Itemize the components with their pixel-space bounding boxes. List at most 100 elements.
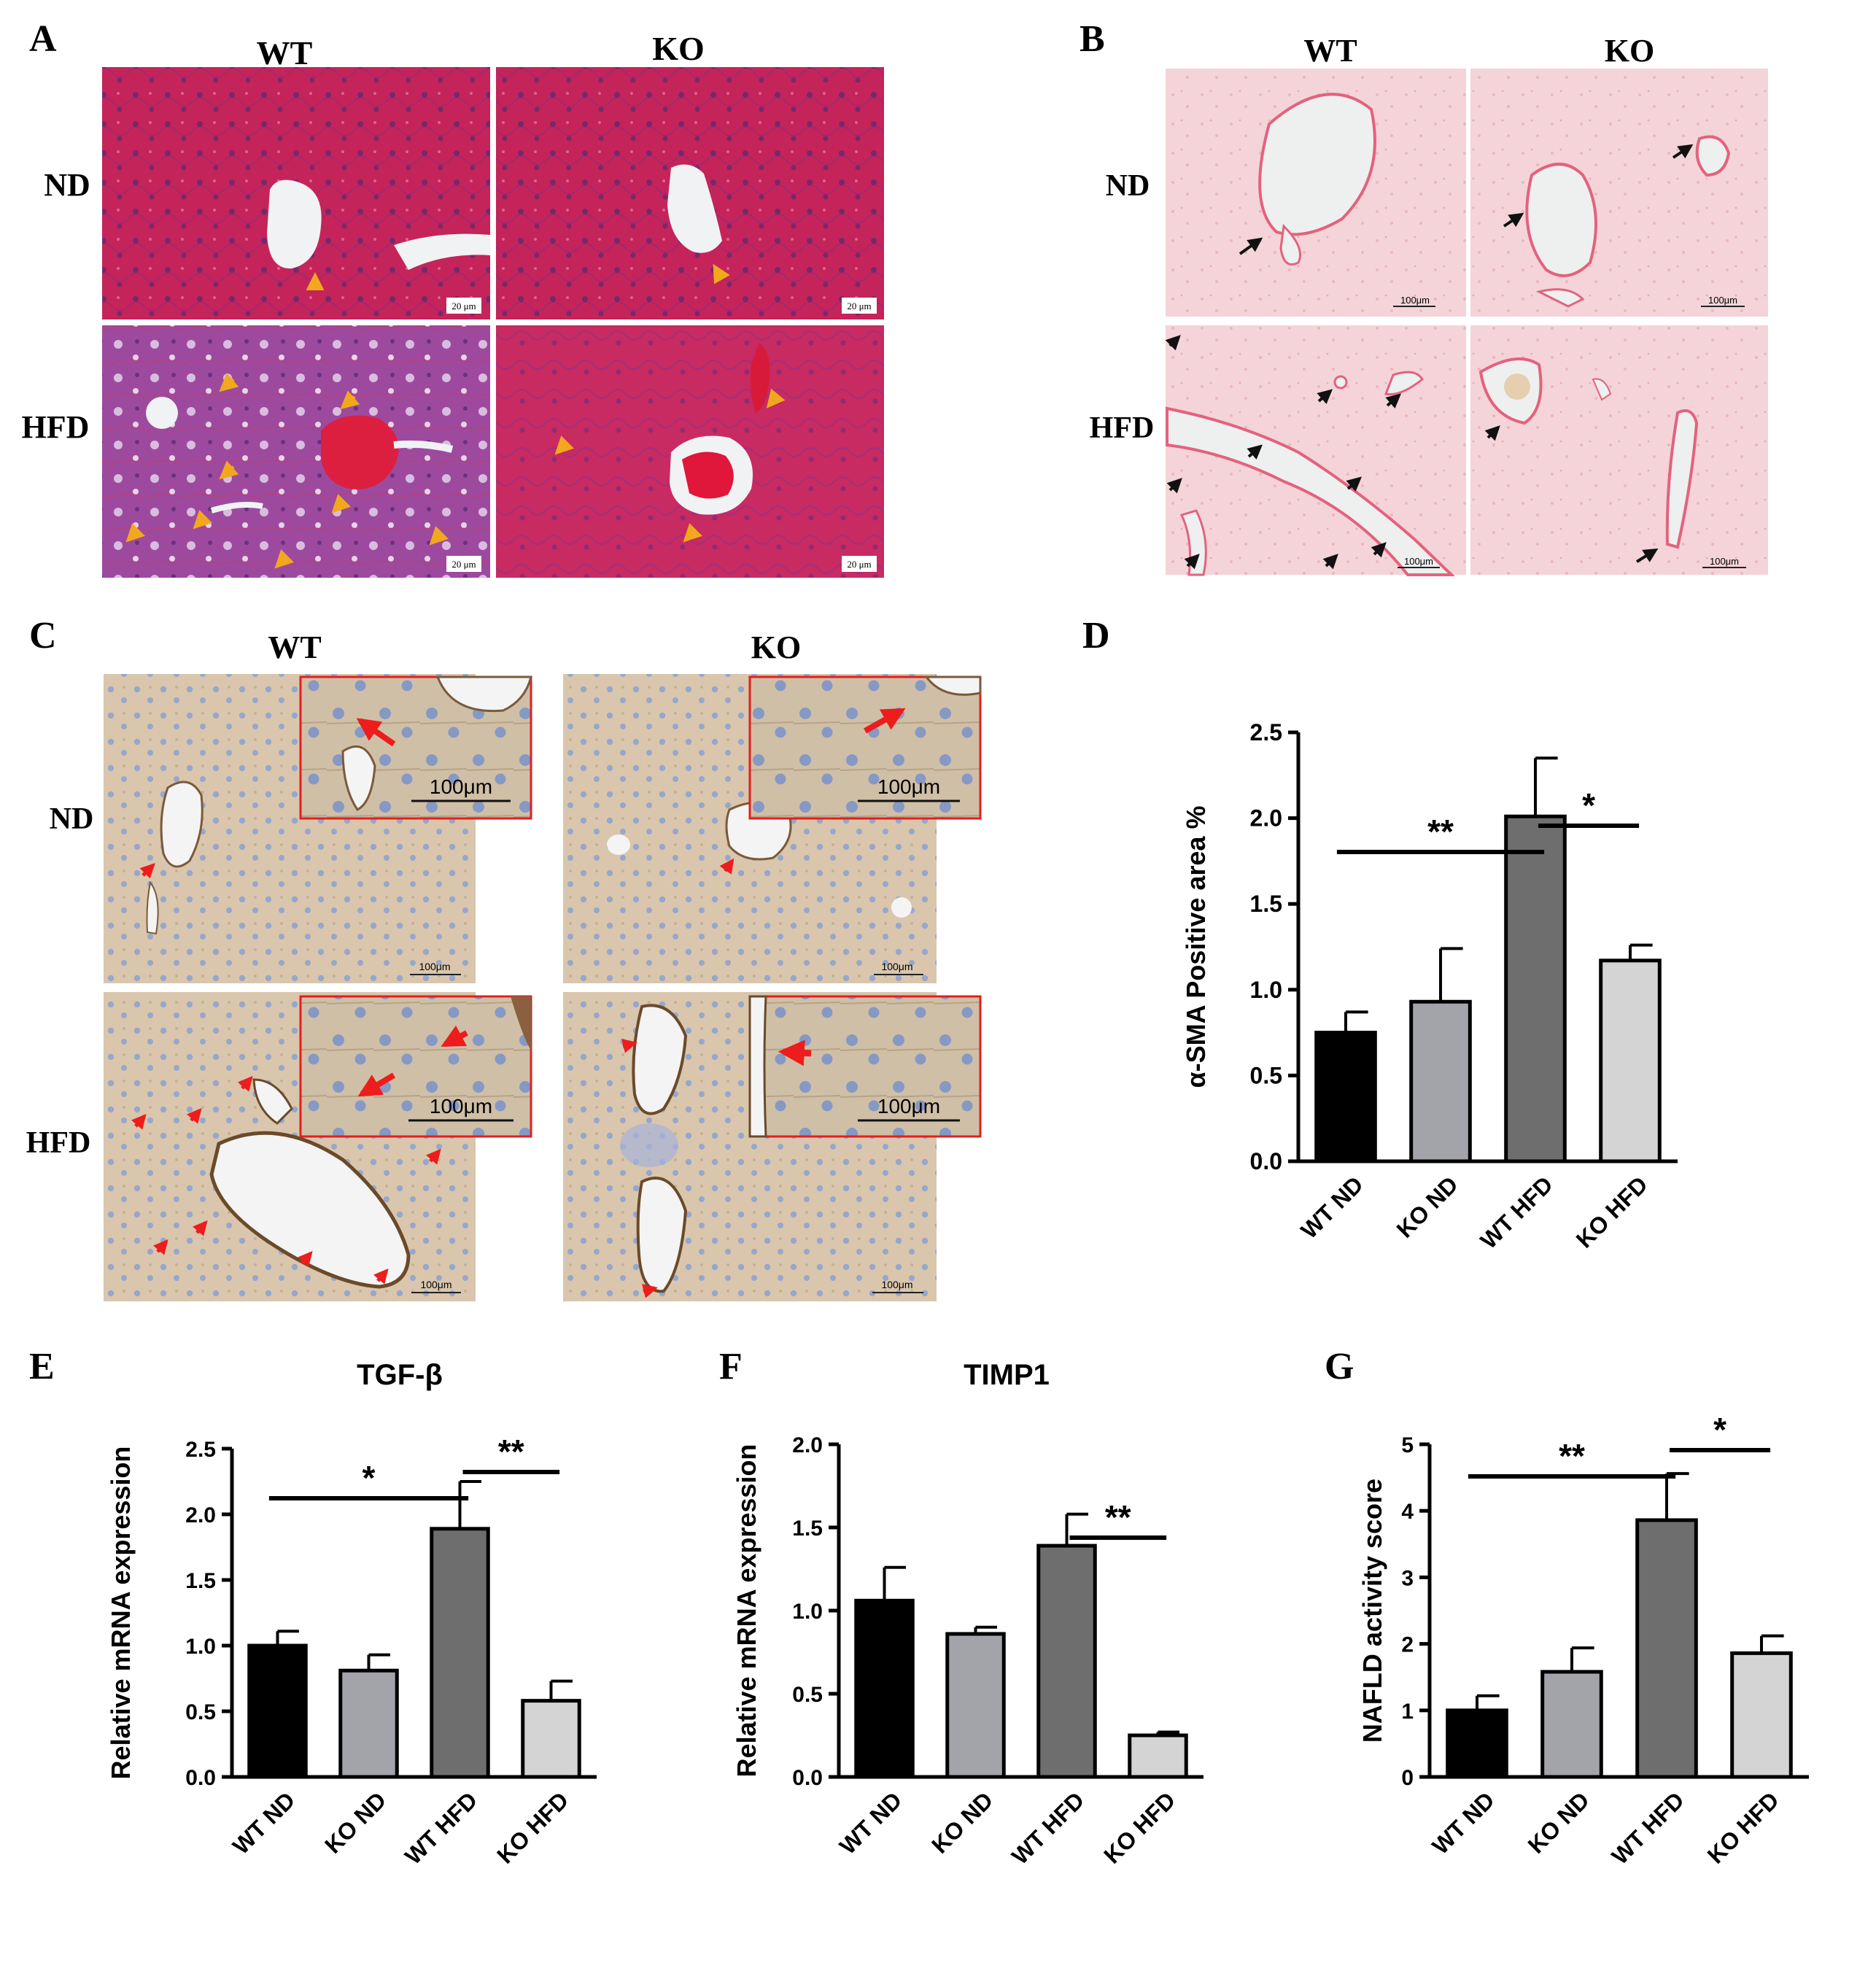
chart-e-sig-label: ** — [498, 1433, 524, 1471]
chart-d-category-label: WT ND — [1295, 1171, 1368, 1244]
panel-b-row-hfd: HFD — [1090, 411, 1155, 445]
panel-c-col-ko: KO — [751, 630, 801, 665]
chart-g-bar — [1635, 1518, 1698, 1779]
scale-label-a2: 20 μm — [847, 301, 871, 311]
scale-label-a4: 20 μm — [847, 559, 871, 570]
panel-b-row-nd: ND — [1106, 169, 1150, 203]
chart-f-title: TIMP1 — [964, 1359, 1050, 1391]
chart-d-category-label: WT HFD — [1476, 1171, 1558, 1253]
chart-e: E TGF-β Relative mRNA expression 0.0 0.5 1.0… — [29, 1346, 597, 1870]
chart-d-ytick-label: 0.0 — [1250, 1148, 1282, 1174]
micrograph-b-ko-nd: 100μm — [1470, 69, 1768, 317]
panel-c-col-wt: WT — [268, 630, 321, 665]
chart-e-category-label: WT ND — [228, 1786, 301, 1859]
panel-c-row-hfd: HFD — [26, 1126, 91, 1160]
chart-e-ytick-label: 0.0 — [185, 1766, 216, 1790]
chart-g-bar — [1540, 1670, 1603, 1779]
chart-e-category-label: KO ND — [319, 1786, 391, 1858]
scale-label-a3: 20 μm — [451, 559, 476, 570]
micrograph-c-wt-nd: 100μm 100μm — [104, 674, 532, 983]
chart-g-sig-label: ** — [1559, 1437, 1585, 1475]
chart-f-bar — [1036, 1543, 1097, 1779]
micrograph-c-ko-hfd: 100μm 100μm — [563, 992, 982, 1301]
chart-e-category-label: WT HFD — [400, 1786, 482, 1869]
chart-e-category-label: KO HFD — [492, 1786, 573, 1868]
chart-f-ytick-label: 1.5 — [792, 1517, 823, 1541]
chart-d: D α-SMA Positive area % 0.0 0.5 1.0 1.5 2.0 2.… — [1082, 615, 1678, 1254]
chart-e-ytick-label: 1.5 — [185, 1569, 216, 1593]
chart-e-ytick-label: 1.0 — [185, 1635, 216, 1659]
chart-g-category-label: WT ND — [1427, 1786, 1500, 1859]
scale-label-b3: 100μm — [1404, 556, 1433, 567]
chart-d-ytick-label: 2.0 — [1250, 805, 1282, 832]
chart-g-ytick-label: 4 — [1401, 1500, 1414, 1524]
chart-f-ytick-label: 2.0 — [792, 1433, 823, 1457]
chart-f-ytick-label: 0.5 — [792, 1683, 823, 1707]
chart-g: G NAFLD activity score 0 1 2 3 4 5 WT ND KO ND WT… — [1325, 1346, 1809, 1870]
scale-label-a1: 20 μm — [451, 301, 476, 311]
scale-label-c3: 100μm — [420, 1279, 451, 1290]
chart-g-bar — [1730, 1651, 1793, 1779]
chart-d-bar — [1504, 814, 1567, 1163]
chart-g-sig-label: * — [1713, 1411, 1726, 1449]
inset-scale-c4: 100μm — [877, 1095, 940, 1118]
chart-g-ytick-label: 1 — [1401, 1700, 1414, 1724]
micrograph-a-ko-hfd: 20 μm — [496, 325, 884, 578]
micrograph-a-wt-nd: 20 μm — [102, 67, 490, 319]
chart-g-category-label: WT HFD — [1607, 1786, 1689, 1869]
chart-e-ytick-label: 0.5 — [185, 1700, 216, 1724]
chart-g-ytick-label: 2 — [1401, 1633, 1414, 1657]
chart-f-bar — [854, 1598, 915, 1779]
chart-e-bar — [338, 1668, 399, 1779]
chart-g-ytick-label: 3 — [1401, 1566, 1414, 1590]
chart-e-bar — [430, 1527, 490, 1779]
chart-d-ytick-label: 2.5 — [1250, 719, 1282, 745]
chart-g-ylabel: NAFLD activity score — [1357, 1479, 1387, 1743]
scale-label-c4: 100μm — [881, 1279, 912, 1290]
chart-d-ytick-label: 1.0 — [1250, 977, 1282, 1003]
micrograph-b-wt-nd: 100μm — [1166, 69, 1466, 317]
chart-d-category-label: KO HFD — [1571, 1171, 1653, 1252]
chart-d-category-label: KO ND — [1392, 1171, 1463, 1242]
chart-f-ytick-label: 0.0 — [792, 1766, 823, 1790]
chart-e-bar — [247, 1643, 308, 1779]
chart-d-ytick-label: 0.5 — [1250, 1062, 1282, 1088]
micrograph-a-wt-hfd: 20 μm — [102, 325, 490, 578]
chart-d-sig-label: * — [1582, 786, 1595, 824]
inset-scale-c2: 100μm — [877, 775, 940, 798]
chart-d-ylabel: α-SMA Positive area % — [1181, 806, 1211, 1088]
micrograph-c-wt-hfd: 100μm 100μm — [104, 992, 532, 1301]
panel-letter-e: E — [29, 1346, 55, 1387]
chart-f: F TIMP1 Relative mRNA expression 0.0 0.5 1.0… — [719, 1346, 1203, 1870]
chart-d-bar — [1409, 999, 1472, 1163]
panel-c: C WT KO ND HFD 100μm 100μm 1 — [26, 615, 982, 1301]
chart-d-sig-label: ** — [1427, 813, 1454, 851]
chart-f-category-label: KO ND — [926, 1786, 998, 1858]
chart-f-sig-label: ** — [1105, 1498, 1131, 1536]
chart-f-category-label: KO HFD — [1098, 1786, 1180, 1868]
chart-e-title: TGF-β — [357, 1359, 443, 1391]
panel-letter-b: B — [1080, 18, 1105, 60]
chart-d-ytick-label: 1.5 — [1250, 891, 1282, 917]
panel-letter-a: A — [29, 18, 57, 60]
panel-c-row-nd: ND — [50, 802, 94, 836]
chart-d-bar — [1314, 1031, 1377, 1163]
inset-scale-c3: 100μm — [430, 1095, 492, 1118]
scale-label-c1: 100μm — [419, 961, 450, 972]
panel-a-row-hfd: HFD — [22, 409, 90, 445]
chart-g-ytick-label: 5 — [1401, 1433, 1414, 1457]
panel-a-col-wt: WT — [257, 34, 313, 71]
chart-f-bar — [945, 1632, 1006, 1779]
chart-f-bar — [1128, 1733, 1188, 1779]
chart-e-bar — [521, 1699, 581, 1779]
chart-e-sig-label: * — [363, 1459, 376, 1497]
chart-e-ytick-label: 2.5 — [185, 1438, 216, 1462]
chart-e-ytick-label: 2.0 — [185, 1503, 216, 1527]
panel-b: B WT KO ND HFD 100μm 100μm — [1080, 18, 1768, 576]
chart-f-category-label: WT HFD — [1007, 1786, 1089, 1869]
panel-a-row-nd: ND — [44, 167, 90, 203]
scale-label-b1: 100μm — [1400, 295, 1430, 306]
inset-scale-c1: 100μm — [430, 775, 492, 798]
